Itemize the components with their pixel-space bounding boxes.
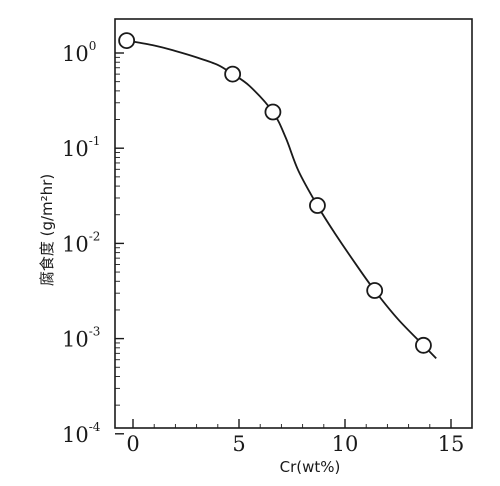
y-tick-label: 10-3 xyxy=(62,325,100,352)
fit-curve xyxy=(126,39,437,360)
data-point xyxy=(309,197,326,214)
x-tick-label: 15 xyxy=(438,432,465,456)
data-point xyxy=(366,282,384,299)
y-tick-label: 100 xyxy=(62,39,96,66)
data-point xyxy=(415,336,432,354)
y-tick-label: 10-1 xyxy=(62,134,100,161)
x-tick-label: 0 xyxy=(126,432,139,456)
plot-frame xyxy=(114,18,473,429)
x-tick-label: 10 xyxy=(332,432,359,456)
y-tick-label: 10-4 xyxy=(62,420,101,447)
data-point xyxy=(264,103,282,121)
y-tick-label: 10-2 xyxy=(62,229,100,256)
x-axis-title: Cr(wt%) xyxy=(280,458,341,476)
data-point xyxy=(118,32,136,49)
x-tick-label: 5 xyxy=(232,432,245,456)
x-axis-ticks: 0 5 10 15 xyxy=(126,419,464,456)
data-points xyxy=(118,32,432,354)
data-point xyxy=(224,65,242,83)
y-axis-ticks: 100 10-1 10-2 10-3 10-4 xyxy=(62,39,124,447)
y-axis-title: 腐食度 (g/m²hr) xyxy=(38,174,56,286)
